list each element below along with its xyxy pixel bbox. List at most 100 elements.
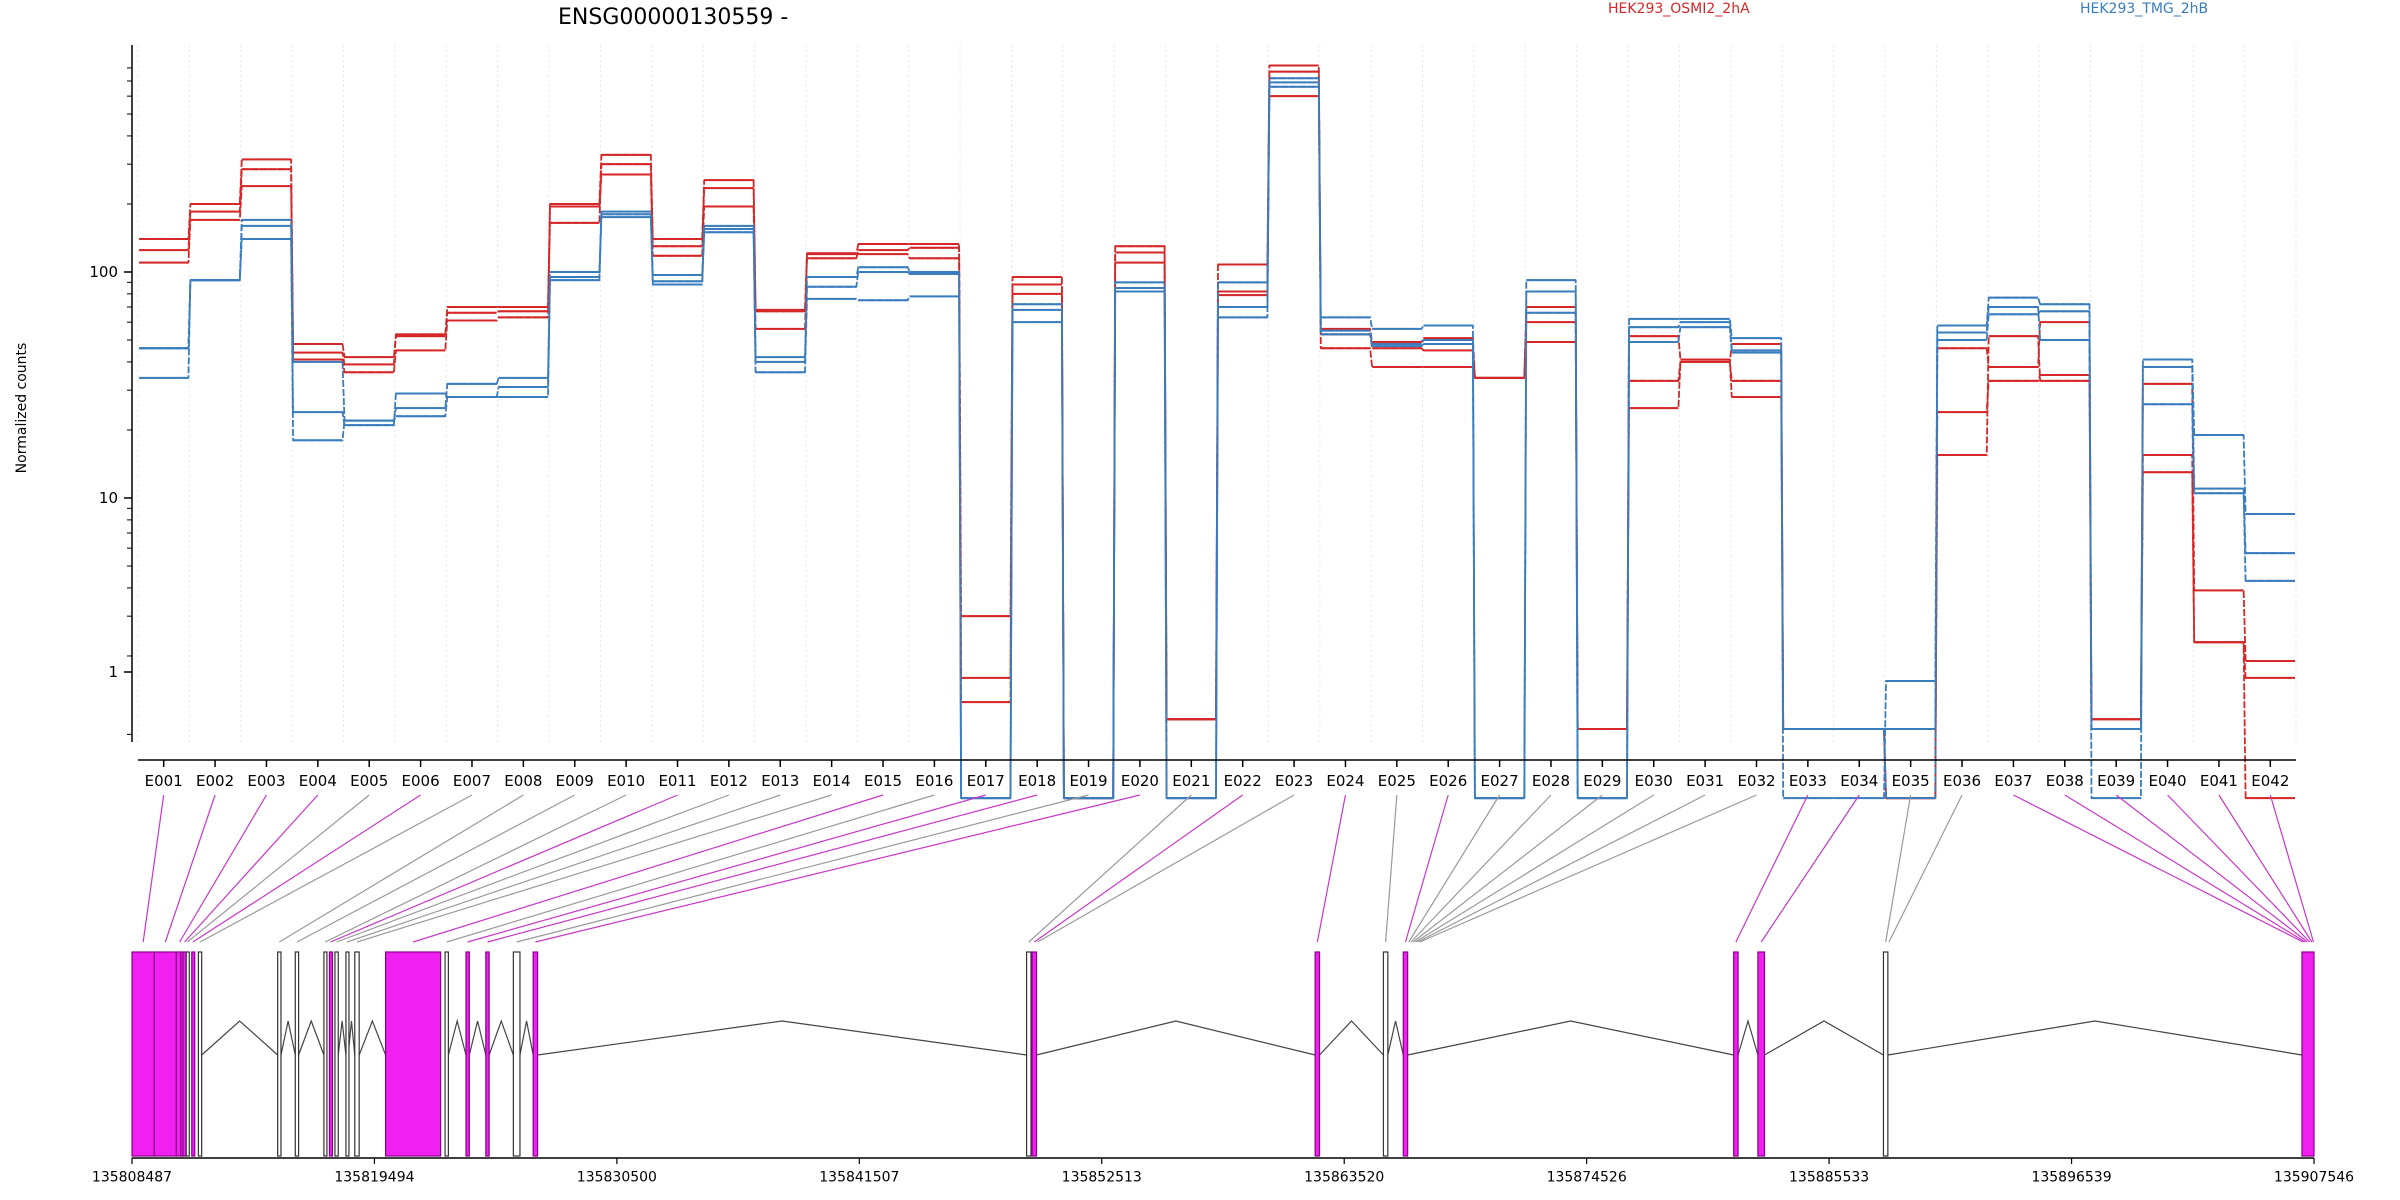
exon-block-significant [131,951,155,1157]
intron-line [447,1018,467,1056]
exon-block-significant [465,951,470,1157]
x-tick-label: E007 [453,772,491,790]
intron-line [1036,1020,1316,1056]
exon-block-significant [1757,951,1766,1157]
exon-block-significant [153,951,177,1157]
x-tick-label: E015 [864,772,902,790]
x-tick-label: E023 [1275,772,1313,790]
exon-block-significant [1031,951,1038,1157]
exon-connector [1419,794,1757,943]
exon-block [277,951,282,1157]
exon-connector [1885,794,1912,943]
y-axis-label: Normalized counts [14,343,30,474]
genomic-tick-label: 135841507 [819,1170,899,1186]
genomic-tick-label: 135830500 [577,1170,657,1186]
exon-block-significant [1314,951,1321,1157]
x-tick-label: E011 [658,772,696,790]
exon-block [334,951,339,1157]
exon-connector [516,794,1089,943]
chart-title: ENSG00000130559 - [558,5,788,30]
exon-block-significant [385,951,442,1157]
x-tick-label: E030 [1635,772,1673,790]
axes: 100 10 1 [89,45,2296,761]
exon-block-significant [191,951,196,1157]
intron-line [298,1019,325,1056]
exon-block [294,951,300,1157]
y-tick-10: 10 [99,489,132,507]
exon-connector [467,794,986,943]
y-tick-label-10: 10 [99,489,118,507]
x-tick-label: E035 [1892,772,1930,790]
exon-connector [1028,794,1192,943]
y-tick-100: 100 [89,263,132,281]
exon-connector [1415,794,1655,943]
intron-line [1319,1020,1384,1056]
intron-line [1407,1020,1734,1056]
exon-block [323,951,328,1157]
genomic-tick-label: 135863520 [1304,1170,1384,1186]
exon-connector [487,794,1038,943]
intron-line [337,1020,347,1056]
x-tick-label: E025 [1378,772,1416,790]
x-tick-label: E033 [1789,772,1827,790]
intron-line [468,1020,487,1056]
exon-block-significant [1402,951,1409,1157]
exon-connector [199,794,473,943]
x-tick-label: E020 [1121,772,1159,790]
exon-connector [1417,794,1706,943]
exon-connector [2013,794,2304,943]
exon-connector [1735,794,1809,943]
exon-block [444,951,449,1157]
x-tick-label: E027 [1481,772,1519,790]
exon-block-significant [175,951,182,1157]
exon-block [354,951,360,1157]
x-tick-label: E008 [504,772,542,790]
intron-line [1387,1020,1404,1056]
genomic-tick-label: 135852513 [1062,1170,1142,1186]
x-tick-label: E018 [1018,772,1056,790]
exon-connector [1408,794,1501,943]
intron-line [1737,1018,1759,1056]
x-tick-label: E024 [1326,772,1364,790]
exon-connector [2269,794,2315,943]
intron-line [519,1020,534,1056]
x-tick-label: E036 [1943,772,1981,790]
genomic-tick-label: 135907546 [2274,1170,2354,1186]
exon-block-significant [2301,951,2315,1157]
x-tick-label: E039 [2097,772,2135,790]
exon-block-significant [485,951,490,1157]
exon-connector [336,794,730,943]
exon-connector [1037,794,1295,943]
y-tick-label-1: 1 [108,663,118,681]
series-2-replicate-3 [139,77,2295,799]
legend-series-2: HEK293_TMG_2hB [2080,1,2208,17]
x-tick-label: E016 [915,772,953,790]
x-tick-label: E004 [299,772,337,790]
exon-connector [142,794,165,943]
exon-connector [1316,794,1347,943]
exon-block-significant [328,951,334,1157]
exon-connectors [142,794,2315,943]
intron-line [488,1019,514,1056]
x-tick-label: E038 [2046,772,2084,790]
exon-connector [356,794,832,943]
exon-connector [446,794,935,943]
exon-connector [296,794,576,943]
exon-block [345,951,350,1157]
exon-connector [164,794,216,943]
y-tick-label-100: 100 [89,263,118,281]
y-tick-1: 1 [108,663,132,681]
exon-connector [346,794,781,943]
exon-connector [1033,794,1244,943]
x-tick-label: E040 [2148,772,2186,790]
genomic-tick-label: 135874526 [1547,1170,1627,1186]
exon-block-significant [1733,951,1739,1157]
genomic-tick-label: 135819494 [334,1170,414,1186]
x-tick-label: E034 [1840,772,1878,790]
exon-connector [1888,794,1963,943]
exon-block [197,951,203,1157]
exon-connector [324,794,627,943]
y-minor-ticks [127,67,132,735]
exon-block-significant [532,951,539,1157]
x-tick-label: E029 [1583,772,1621,790]
